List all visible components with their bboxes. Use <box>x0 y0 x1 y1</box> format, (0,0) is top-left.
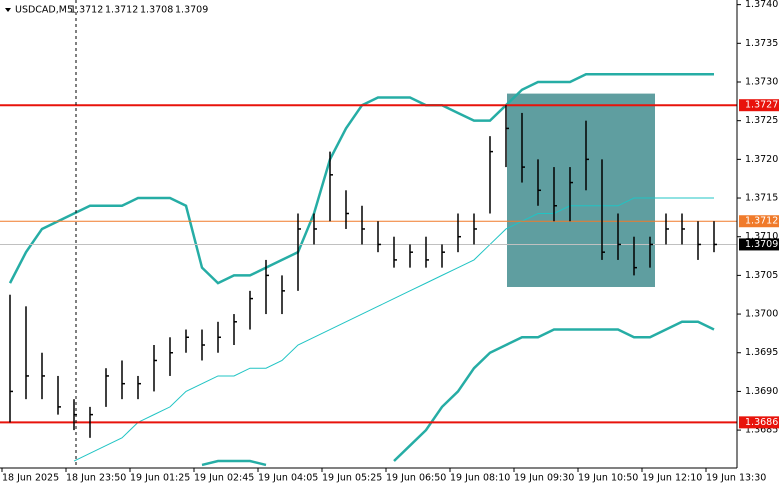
y-tick-label: 1.3710 <box>745 231 778 242</box>
header-value: 1.3708 <box>140 5 173 16</box>
x-tick-label: 19 Jun 01:25 <box>130 473 190 484</box>
header-value: 1.3709 <box>175 5 208 16</box>
x-tick-label: 18 Jun 2025 <box>2 473 59 484</box>
price-tag <box>739 238 779 251</box>
rectangle-object <box>507 93 655 287</box>
menu-arrow <box>5 8 11 12</box>
price-tag-label: 1.3712 <box>745 216 778 227</box>
header-value: 1.3712 <box>70 5 103 16</box>
band-line <box>201 459 267 467</box>
price-tag <box>739 215 779 228</box>
y-tick-label: 1.3730 <box>745 76 778 87</box>
x-tick-label: 19 Jun 10:50 <box>578 473 638 484</box>
y-tick-label: 1.3695 <box>745 347 778 358</box>
x-tick-label: 19 Jun 05:25 <box>322 473 382 484</box>
x-tick-label: 19 Jun 04:05 <box>258 473 318 484</box>
plot-area <box>0 73 737 467</box>
x-tick-label: 19 Jun 06:50 <box>386 473 446 484</box>
y-tick-label: 1.3740 <box>745 0 778 10</box>
x-tick-label: 19 Jun 02:45 <box>194 473 254 484</box>
band-line <box>393 320 715 462</box>
chart-title: USDCAD,M5 <box>15 5 73 16</box>
y-tick-label: 1.3720 <box>745 154 778 165</box>
price-tag <box>739 99 779 112</box>
y-tick-label: 1.3735 <box>745 38 778 49</box>
header-value: 1.3712 <box>105 5 138 16</box>
x-tick-label: 19 Jun 08:10 <box>450 473 510 484</box>
price-tag-label: 1.3686 <box>745 417 778 428</box>
y-tick-label: 1.3705 <box>745 270 778 281</box>
x-tick-label: 18 Jun 23:50 <box>66 473 126 484</box>
band-line <box>73 197 714 462</box>
x-tick-label: 19 Jun 13:30 <box>706 473 766 484</box>
price-tag <box>739 416 779 429</box>
x-tick-label: 19 Jun 09:30 <box>514 473 574 484</box>
y-tick-label: 1.3700 <box>745 309 778 320</box>
x-tick-label: 19 Jun 12:10 <box>642 473 702 484</box>
y-tick-label: 1.3725 <box>745 115 778 126</box>
y-tick-label: 1.3690 <box>745 386 778 397</box>
y-tick-label: 1.3715 <box>745 193 778 204</box>
y-tick-label: 1.3685 <box>745 425 778 436</box>
price-tag-label: 1.3727 <box>745 100 778 111</box>
price-tag-label: 1.3709 <box>745 239 778 250</box>
